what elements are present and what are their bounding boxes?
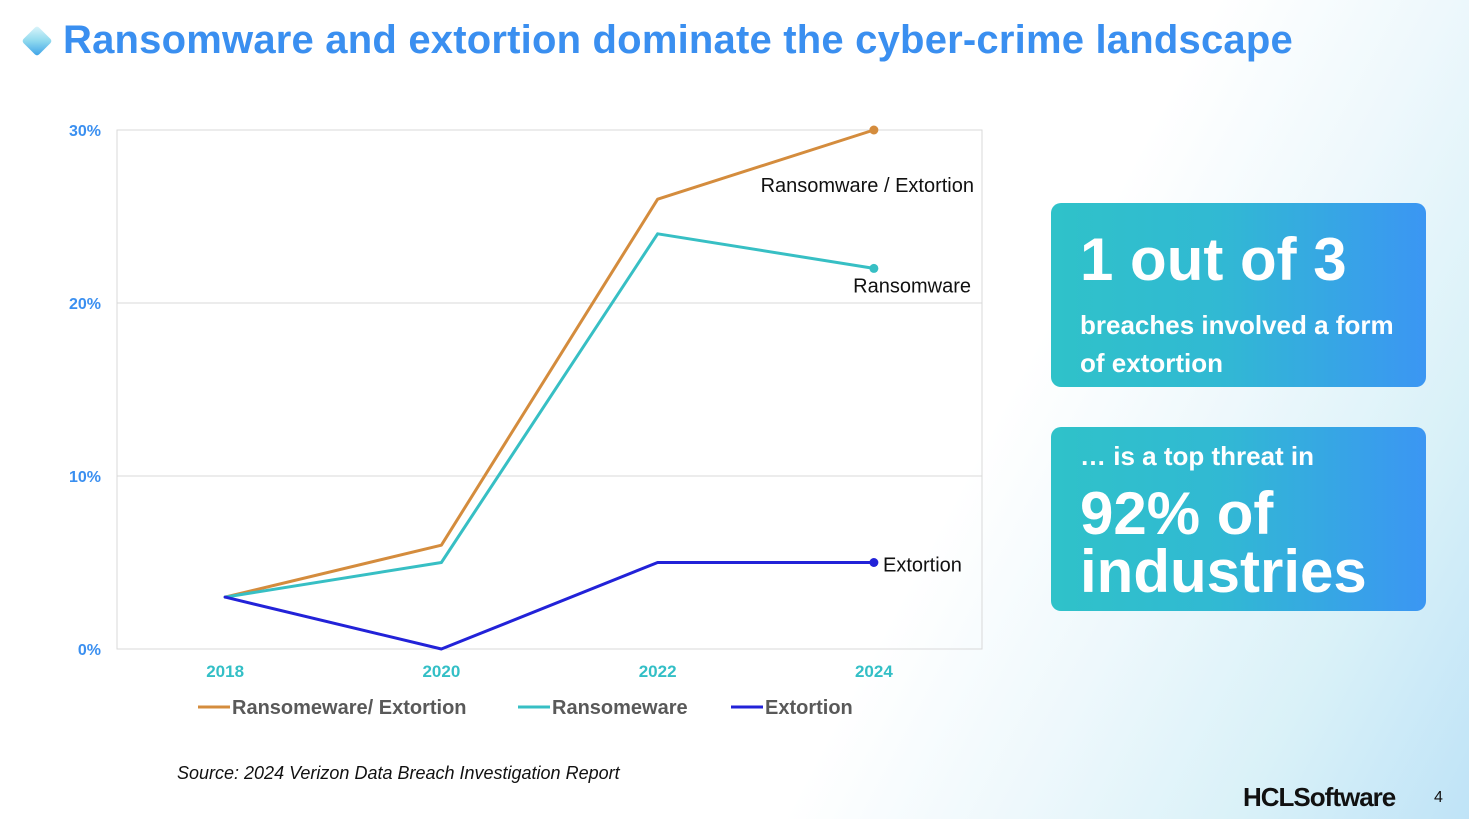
stat-headline: 1 out of 3 <box>1080 226 1347 293</box>
series-end-label: Ransomware / Extortion <box>761 175 974 197</box>
stat-card-industries: … is a top threat in 92% of industries <box>1051 427 1426 611</box>
series-end-label: Extortion <box>883 555 962 577</box>
series-end-label: Ransomware <box>853 275 971 297</box>
brand-logo: HCLSoftware <box>1243 782 1396 812</box>
legend-label: Extortion <box>765 697 853 719</box>
plot-frame <box>116 129 983 650</box>
series-end-point <box>869 558 879 567</box>
series-line <box>223 232 876 599</box>
y-tick-label: 20% <box>69 296 101 313</box>
page-number: 4 <box>1434 789 1443 806</box>
series-end-point <box>869 125 879 135</box>
stat-headline: 92% of industries <box>1080 480 1367 605</box>
line-chart: 0% 10% 20% 30% 2018 2020 2022 2024 Ransomware / … <box>69 123 983 719</box>
y-tick-label: 30% <box>69 123 101 140</box>
y-tick-label: 0% <box>78 642 101 659</box>
series-line <box>223 561 876 651</box>
x-tick-label: 2018 <box>206 662 244 681</box>
legend-label: Ransomeware <box>552 697 688 719</box>
stat-caption: … is a top threat in <box>1080 441 1315 471</box>
x-tick-label: 2020 <box>422 662 460 681</box>
series-end-point <box>869 263 879 273</box>
series-line <box>223 128 876 599</box>
slide-title: Ransomware and extortion dominate the cy… <box>63 18 1293 62</box>
y-tick-label: 10% <box>69 469 101 486</box>
stat-card-breaches: 1 out of 3 breaches involved a form of e… <box>1051 203 1426 387</box>
stat-caption: breaches involved a form of extortion <box>1080 310 1394 378</box>
legend-label: Ransomeware/ Extortion <box>232 697 467 719</box>
x-tick-label: 2024 <box>855 662 893 681</box>
title-bar: Ransomware and extortion dominate the cy… <box>20 18 1293 63</box>
source-note: Source: 2024 Verizon Data Breach Investi… <box>177 763 620 783</box>
x-tick-label: 2022 <box>639 662 677 681</box>
